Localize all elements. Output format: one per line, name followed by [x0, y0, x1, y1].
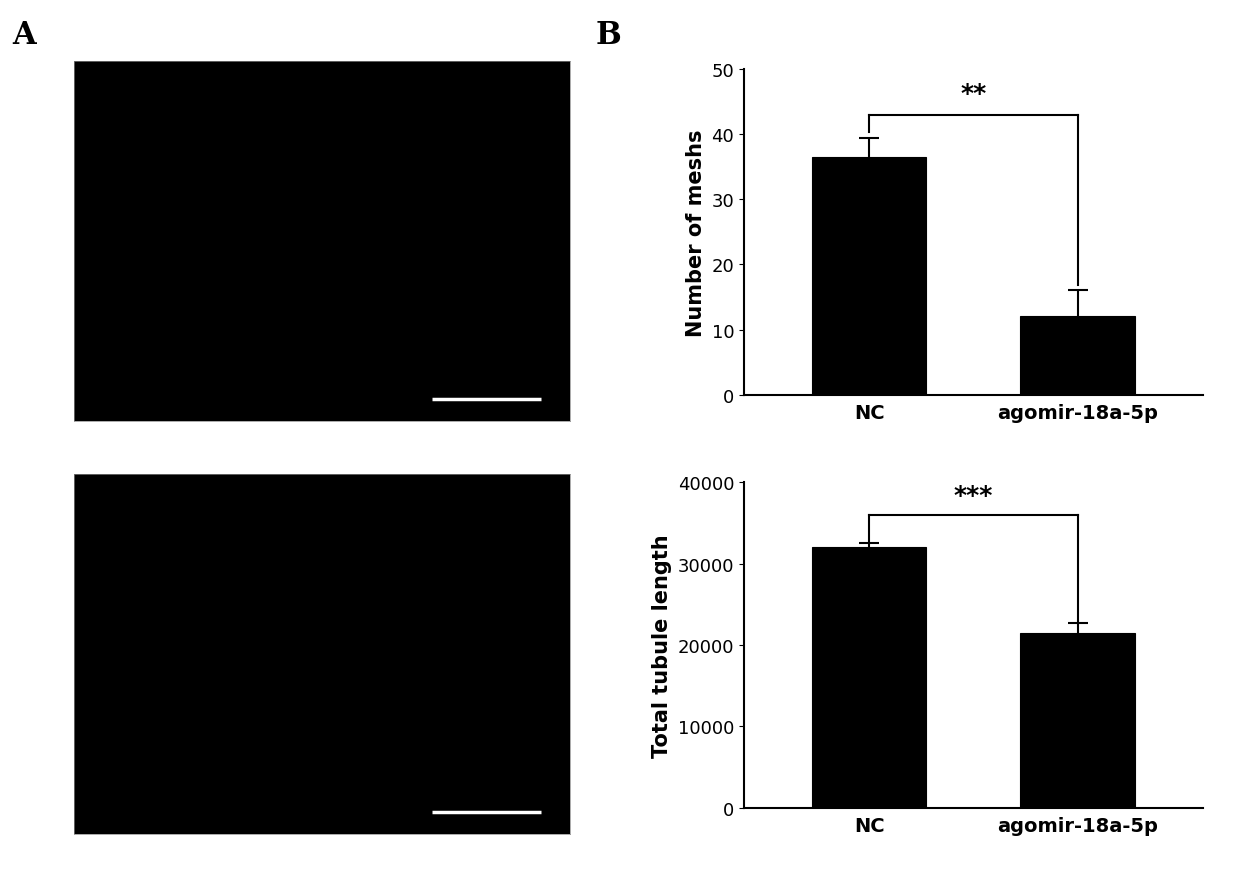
Bar [1021, 633, 1135, 808]
Bar [812, 548, 926, 808]
Text: B: B [595, 19, 621, 51]
Y-axis label: Total tubule length: Total tubule length [652, 534, 672, 757]
Bar [1021, 317, 1135, 395]
Text: ***: *** [954, 483, 993, 507]
Y-axis label: Number of meshs: Number of meshs [686, 129, 706, 336]
Text: **: ** [960, 82, 987, 106]
Bar [812, 158, 926, 395]
Text: A: A [12, 19, 36, 51]
Bar [74, 474, 570, 834]
Bar [74, 61, 570, 421]
